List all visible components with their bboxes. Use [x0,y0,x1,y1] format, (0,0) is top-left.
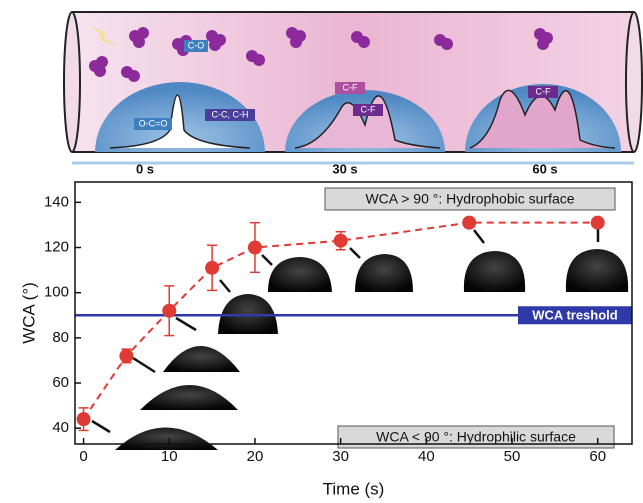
data-point [162,303,177,318]
time-label: 30 s [332,161,357,176]
peak-label: C-O [188,40,205,50]
y-tick-label: 100 [44,284,69,301]
droplet [268,257,332,292]
data-point [462,215,477,230]
schematic: C-O O-C=O C-C, C-H C-F C-F C-F 0 s 30 s … [63,11,643,176]
data-point [205,260,220,275]
droplet [218,294,278,334]
spectrum [294,95,441,149]
x-tick-label: 10 [161,448,178,465]
peak-label: O-C=O [139,118,168,128]
droplet [565,249,629,292]
droplet [163,346,240,372]
peak-label: C-F [536,86,551,96]
annotation: WCA < 90 °: Hydrophilic surface [376,429,576,445]
x-tick-label: 30 [332,448,349,465]
time-label: 60 s [532,161,557,176]
data-point [333,233,348,248]
y-axis-label: WCA (°) [19,282,38,344]
x-axis-label: Time (s) [323,479,385,498]
annotation-box [324,187,616,211]
peak-label: C-F [361,104,376,114]
annotation: WCA > 90 °: Hydrophobic surface [365,191,574,207]
droplet [463,251,526,292]
data-point [119,348,134,363]
tube-end [63,11,81,153]
x-tick-label: 40 [418,448,435,465]
data-point [590,215,605,230]
peak-tag [528,86,558,98]
molecules [89,27,553,82]
time-label: 0 s [136,161,154,176]
y-tick-label: 80 [52,329,69,346]
y-tick-label: 60 [52,374,69,391]
peak-label: C-F [343,82,358,92]
annotation-box [337,425,615,449]
threshold-label: WCA treshold [532,308,618,323]
peak-tag [184,40,208,52]
peak-tag [353,104,383,116]
peak-tag [134,118,172,130]
peak-label: C-C, C-H [212,109,249,119]
spectrum [109,94,251,149]
threshold-label-bg [518,306,632,325]
data-point [76,412,91,427]
droplet [115,427,218,450]
plasma-icon [88,25,118,46]
plot: WCA > 90 °: Hydrophobic surface WCA < 90 … [19,181,633,498]
arrows [91,228,600,434]
y-tick-label: 140 [44,193,69,210]
x-tick-label: 0 [79,448,87,465]
y-tick-label: 40 [52,419,69,436]
y-tick-label: 120 [44,238,69,255]
x-tick-label: 20 [247,448,264,465]
peak-tag [335,82,365,94]
droplet [355,254,413,292]
x-tick-label: 50 [504,448,521,465]
x-tick-label: 60 [589,448,606,465]
tube-end [625,11,643,153]
droplets [91,228,629,450]
data-line [82,221,598,420]
data-point [247,240,262,255]
droplet [140,385,238,410]
peak-tag [205,109,255,121]
plot-frame [74,181,633,445]
